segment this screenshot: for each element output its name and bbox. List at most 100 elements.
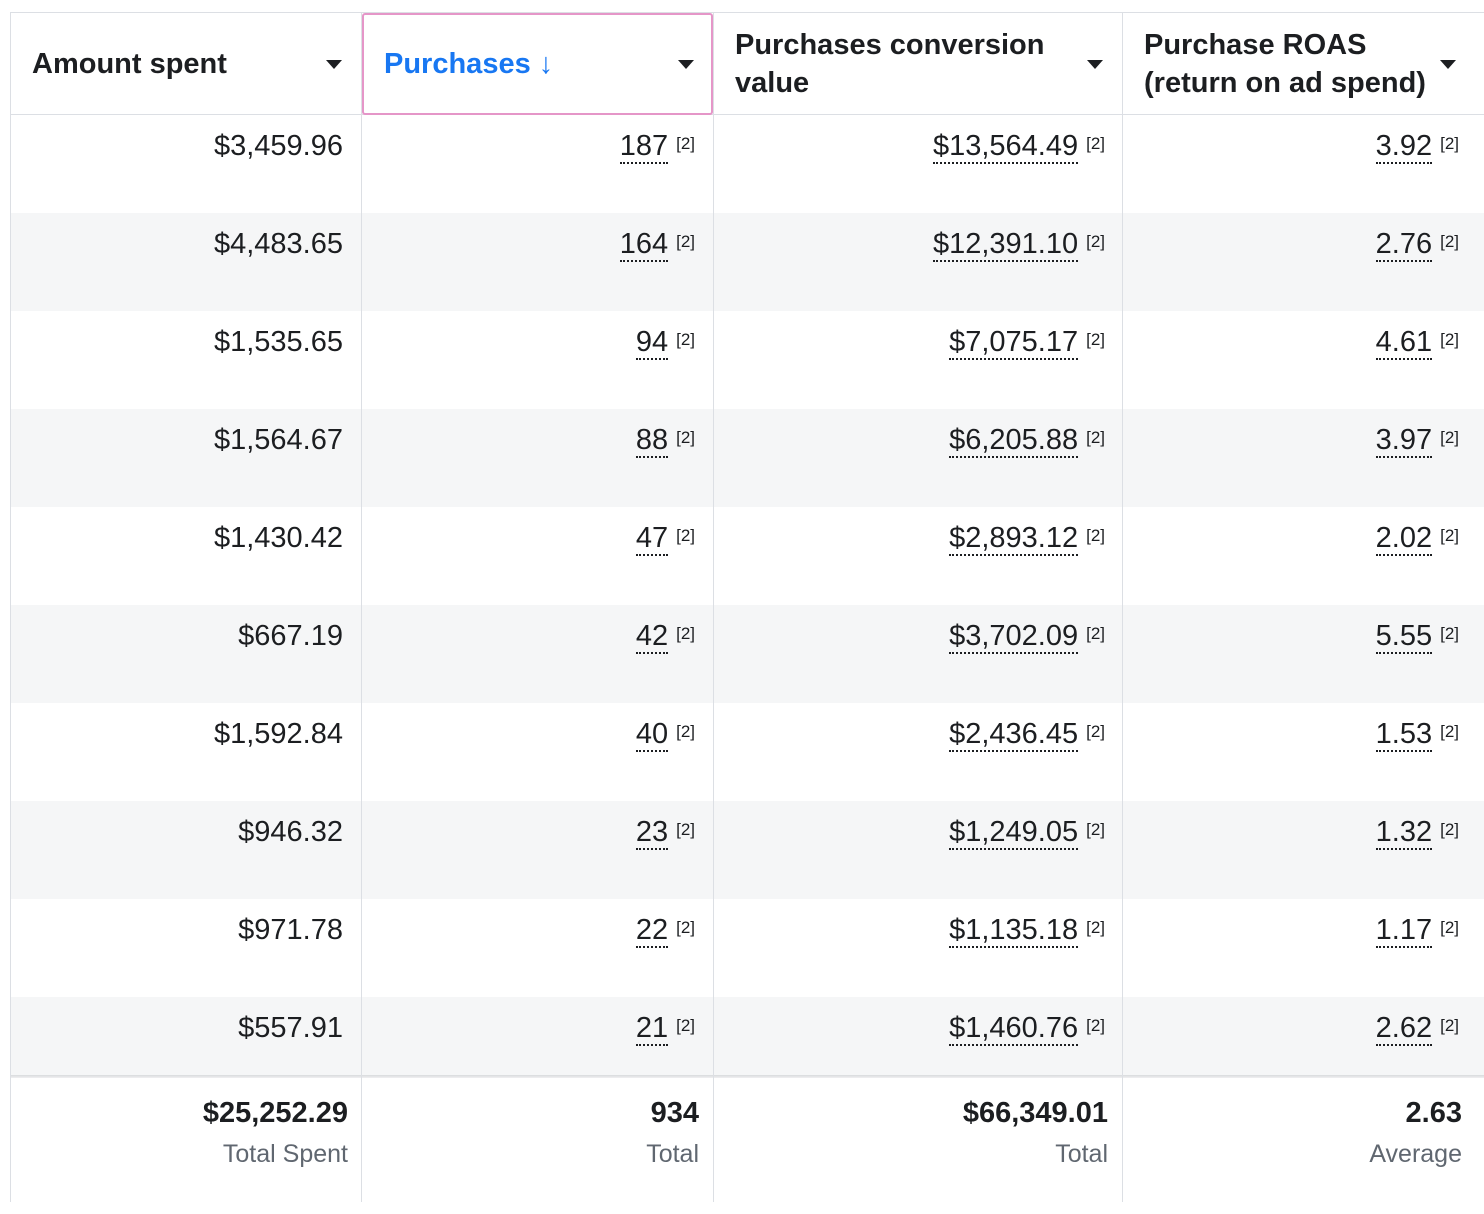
roas-value[interactable]: 2.62 — [1375, 1012, 1433, 1046]
conversion-value-cell: $12,391.10 [2] — [714, 213, 1105, 311]
caret-down-icon[interactable] — [1087, 60, 1103, 69]
reference-marker[interactable]: [2] — [1086, 918, 1105, 937]
reference-marker[interactable]: [2] — [1086, 428, 1105, 447]
header-conversion-value[interactable]: Purchases conversion value — [735, 13, 1131, 114]
purchases-cell: 47 [2] — [362, 507, 695, 605]
reference-marker[interactable]: [2] — [676, 232, 695, 251]
reference-marker[interactable]: [2] — [1440, 624, 1459, 643]
purchases-value[interactable]: 23 — [635, 816, 669, 850]
table-row: $667.19 42 [2] $3,702.09 [2] 5.55 [2] — [10, 605, 1484, 703]
amount-spent-cell: $3,459.96 — [10, 115, 343, 213]
reference-marker[interactable]: [2] — [1086, 134, 1105, 153]
amount-spent-cell: $1,564.67 — [10, 409, 343, 507]
average-roas-value: 2.63 — [1405, 1097, 1462, 1129]
total-purchases-value: 934 — [650, 1097, 699, 1129]
roas-cell: 3.97 [2] — [1123, 409, 1459, 507]
caret-down-icon[interactable] — [326, 60, 342, 69]
purchases-value[interactable]: 47 — [635, 522, 669, 556]
purchases-value[interactable]: 187 — [619, 130, 669, 164]
reference-marker[interactable]: [2] — [676, 1016, 695, 1035]
amount-spent-cell: $4,483.65 — [10, 213, 343, 311]
reference-marker[interactable]: [2] — [1440, 134, 1459, 153]
reference-marker[interactable]: [2] — [676, 918, 695, 937]
header-roas[interactable]: Purchase ROAS (return on ad spend) — [1144, 13, 1484, 114]
reference-marker[interactable]: [2] — [1440, 330, 1459, 349]
purchases-cell: 42 [2] — [362, 605, 695, 703]
roas-value[interactable]: 3.92 — [1375, 130, 1433, 164]
purchases-value[interactable]: 40 — [635, 718, 669, 752]
roas-value[interactable]: 5.55 — [1375, 620, 1433, 654]
conversion-value-value[interactable]: $1,460.76 — [949, 1012, 1079, 1046]
table-row: $1,430.42 47 [2] $2,893.12 [2] 2.02 [2] — [10, 507, 1484, 605]
reference-marker[interactable]: [2] — [676, 722, 695, 741]
conversion-value-value[interactable]: $12,391.10 — [932, 228, 1079, 262]
roas-value[interactable]: 1.53 — [1375, 718, 1433, 752]
roas-value[interactable]: 4.61 — [1375, 326, 1433, 360]
purchases-value[interactable]: 42 — [635, 620, 669, 654]
conversion-value-value[interactable]: $7,075.17 — [949, 326, 1079, 360]
reference-marker[interactable]: [2] — [1440, 918, 1459, 937]
roas-value[interactable]: 1.32 — [1375, 816, 1433, 850]
reference-marker[interactable]: [2] — [1440, 1016, 1459, 1035]
table-row: $971.78 22 [2] $1,135.18 [2] 1.17 [2] — [10, 899, 1484, 997]
reference-marker[interactable]: [2] — [676, 428, 695, 447]
reference-marker[interactable]: [2] — [1440, 232, 1459, 251]
purchases-value[interactable]: 88 — [635, 424, 669, 458]
conversion-value-value[interactable]: $2,436.45 — [949, 718, 1079, 752]
purchases-value[interactable]: 164 — [619, 228, 669, 262]
amount-spent-value: $971.78 — [238, 914, 343, 946]
conversion-value-value[interactable]: $1,249.05 — [949, 816, 1079, 850]
purchases-value[interactable]: 21 — [635, 1012, 669, 1046]
amount-spent-value: $1,535.65 — [213, 326, 343, 358]
roas-cell: 1.53 [2] — [1123, 703, 1459, 801]
table-row: $1,535.65 94 [2] $7,075.17 [2] 4.61 [2] — [10, 311, 1484, 409]
header-amount-spent[interactable]: Amount spent — [32, 13, 352, 114]
conversion-value-value[interactable]: $13,564.49 — [932, 130, 1079, 164]
reference-marker[interactable]: [2] — [1086, 820, 1105, 839]
roas-value[interactable]: 2.76 — [1375, 228, 1433, 262]
reference-marker[interactable]: [2] — [1440, 526, 1459, 545]
purchases-value[interactable]: 22 — [635, 914, 669, 948]
sort-descending-icon: ↓ — [538, 48, 554, 80]
reference-marker[interactable]: [2] — [1086, 1016, 1105, 1035]
reference-marker[interactable]: [2] — [1086, 526, 1105, 545]
conversion-value-cell: $3,702.09 [2] — [714, 605, 1105, 703]
column-divider — [361, 12, 362, 1202]
reference-marker[interactable]: [2] — [1440, 428, 1459, 447]
conversion-value-value[interactable]: $3,702.09 — [949, 620, 1079, 654]
reference-marker[interactable]: [2] — [1086, 722, 1105, 741]
reference-marker[interactable]: [2] — [676, 526, 695, 545]
purchases-value[interactable]: 94 — [635, 326, 669, 360]
conversion-value-value[interactable]: $1,135.18 — [949, 914, 1079, 948]
header-purchases[interactable]: Purchases ↓ — [362, 13, 713, 115]
column-divider — [10, 12, 11, 1202]
roas-value[interactable]: 1.17 — [1375, 914, 1433, 948]
reference-marker[interactable]: [2] — [676, 330, 695, 349]
average-roas-label: Average — [1369, 1140, 1462, 1168]
reference-marker[interactable]: [2] — [676, 134, 695, 153]
roas-value[interactable]: 3.97 — [1375, 424, 1433, 458]
reference-marker[interactable]: [2] — [1440, 820, 1459, 839]
total-conversion-value-value: $66,349.01 — [962, 1097, 1108, 1129]
purchases-cell: 164 [2] — [362, 213, 695, 311]
reference-marker[interactable]: [2] — [1086, 624, 1105, 643]
amount-spent-value: $4,483.65 — [213, 228, 343, 260]
totals-row: $25,252.29 Total Spent 934 Total $66,349… — [10, 1078, 1484, 1202]
caret-down-icon[interactable] — [678, 60, 694, 69]
conversion-value-value[interactable]: $6,205.88 — [949, 424, 1079, 458]
reference-marker[interactable]: [2] — [1086, 232, 1105, 251]
roas-cell: 2.02 [2] — [1123, 507, 1459, 605]
amount-spent-value: $1,564.67 — [213, 424, 343, 456]
table-header: Amount spent Purchases ↓ Purchases conve… — [10, 12, 1484, 115]
total-purchases-label: Total — [646, 1140, 699, 1168]
purchases-cell: 88 [2] — [362, 409, 695, 507]
table-row: $3,459.96 187 [2] $13,564.49 [2] 3.92 [2] — [10, 115, 1484, 213]
reference-marker[interactable]: [2] — [1086, 330, 1105, 349]
reference-marker[interactable]: [2] — [676, 820, 695, 839]
roas-value[interactable]: 2.02 — [1375, 522, 1433, 556]
caret-down-icon[interactable] — [1440, 60, 1456, 69]
conversion-value-value[interactable]: $2,893.12 — [949, 522, 1079, 556]
reference-marker[interactable]: [2] — [676, 624, 695, 643]
reference-marker[interactable]: [2] — [1440, 722, 1459, 741]
column-divider — [713, 12, 714, 1202]
